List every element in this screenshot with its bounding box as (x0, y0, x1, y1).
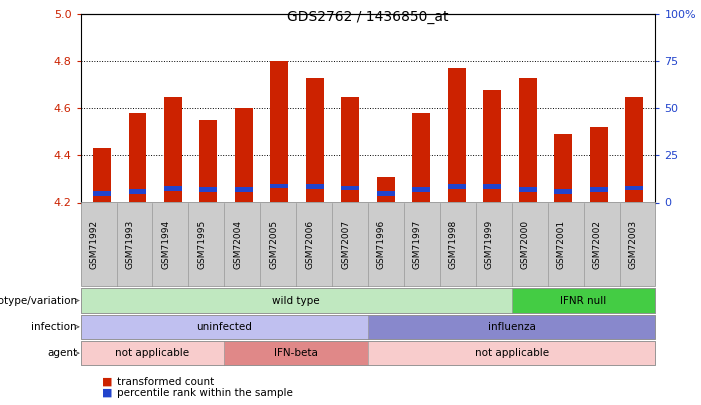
Text: GSM71994: GSM71994 (161, 220, 170, 269)
Bar (128, 113, 147, 202)
Bar (341, 96, 359, 202)
Text: ■: ■ (102, 377, 112, 386)
Text: not applicable: not applicable (475, 348, 549, 358)
Bar (377, 177, 395, 202)
Text: uninfected: uninfected (196, 322, 252, 332)
Text: agent: agent (47, 348, 77, 358)
Text: GSM72005: GSM72005 (269, 220, 278, 269)
Bar (128, 189, 147, 194)
Text: wild type: wild type (273, 296, 320, 305)
Bar (448, 184, 465, 189)
Text: GSM72001: GSM72001 (557, 220, 566, 269)
Bar (93, 191, 111, 196)
Bar (164, 96, 182, 202)
Bar (200, 187, 217, 192)
Text: IFN-beta: IFN-beta (274, 348, 318, 358)
Text: GSM71996: GSM71996 (377, 220, 386, 269)
Bar (93, 148, 111, 202)
Bar (235, 187, 252, 192)
Text: GSM71993: GSM71993 (125, 220, 135, 269)
Text: GSM71995: GSM71995 (198, 220, 206, 269)
Text: GSM72000: GSM72000 (521, 220, 530, 269)
Text: genotype/variation: genotype/variation (0, 296, 77, 305)
Text: GSM71997: GSM71997 (413, 220, 422, 269)
Text: GSM72003: GSM72003 (629, 220, 637, 269)
Bar (306, 78, 324, 202)
Bar (554, 189, 572, 194)
Bar (412, 113, 430, 202)
Bar (306, 184, 324, 189)
Bar (484, 184, 501, 189)
Bar (271, 184, 288, 188)
Text: GSM71999: GSM71999 (485, 220, 494, 269)
Text: GSM72004: GSM72004 (233, 220, 243, 269)
Bar (341, 185, 359, 190)
Text: not applicable: not applicable (116, 348, 189, 358)
Bar (271, 61, 288, 202)
Text: GSM71992: GSM71992 (90, 220, 99, 269)
Bar (448, 68, 465, 202)
Bar (625, 185, 643, 190)
Text: GDS2762 / 1436850_at: GDS2762 / 1436850_at (287, 10, 449, 24)
Text: transformed count: transformed count (117, 377, 215, 386)
Bar (200, 120, 217, 202)
Text: GSM72002: GSM72002 (592, 220, 601, 269)
Text: GSM72006: GSM72006 (305, 220, 314, 269)
Bar (625, 96, 643, 202)
Bar (590, 187, 608, 192)
Text: ■: ■ (102, 388, 112, 398)
Bar (484, 90, 501, 202)
Bar (377, 191, 395, 196)
Text: infection: infection (32, 322, 77, 332)
Bar (235, 108, 252, 202)
Bar (590, 127, 608, 202)
Text: influenza: influenza (488, 322, 536, 332)
Bar (519, 187, 536, 192)
Text: GSM72007: GSM72007 (341, 220, 350, 269)
Text: IFNR null: IFNR null (561, 296, 606, 305)
Text: percentile rank within the sample: percentile rank within the sample (117, 388, 293, 398)
Bar (164, 186, 182, 191)
Text: GSM71998: GSM71998 (449, 220, 458, 269)
Bar (554, 134, 572, 202)
Bar (412, 187, 430, 192)
Bar (519, 78, 536, 202)
